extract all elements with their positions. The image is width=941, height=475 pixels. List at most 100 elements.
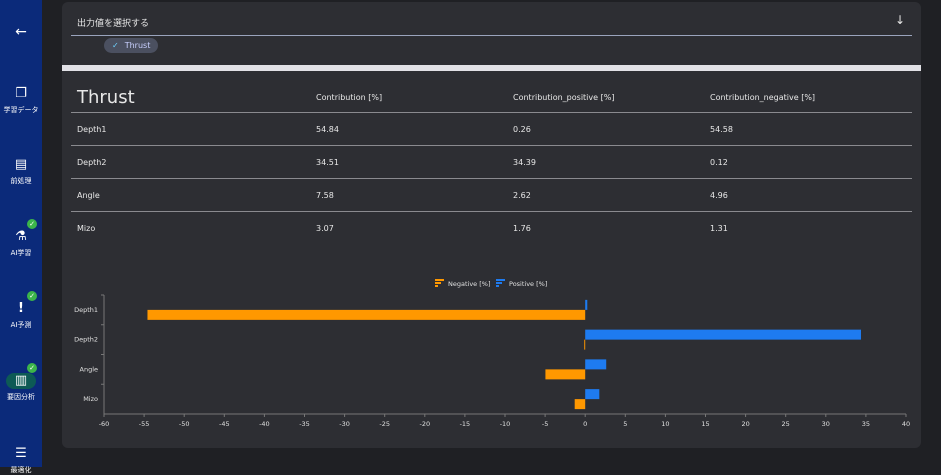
legend-swatch — [496, 279, 505, 281]
sidebar-item-label: 前処理 — [10, 177, 32, 185]
check-badge-icon: ✓ — [27, 363, 37, 373]
output-chip-thrust[interactable]: ✓ Thrust — [104, 38, 159, 53]
table-cell: 0.12 — [704, 145, 912, 179]
back-arrow-icon: ← — [15, 24, 27, 40]
legend-swatch — [435, 279, 444, 281]
x-tick-label: -5 — [542, 420, 548, 428]
table-cell: 1.76 — [513, 223, 531, 233]
sliders-icon: ☰ — [15, 446, 27, 461]
x-tick-label: -40 — [259, 420, 270, 428]
sidebar-item-label: AI学習 — [10, 249, 32, 257]
x-tick-label: 35 — [862, 420, 870, 428]
x-tick-label: 25 — [782, 420, 790, 428]
x-tick-label: -25 — [379, 420, 390, 428]
x-tick-label: -55 — [139, 420, 150, 428]
x-tick-label: -30 — [339, 420, 350, 428]
chip-label: Thrust — [124, 41, 151, 50]
sidebar: ← ❐ 学習データ ▤ 前処理 ✓ ⚗ AI学習 ✓! AI予測 ✓ ▥ 要因分析 ☰ 最適化 — [0, 0, 42, 474]
column-header: Contribution [%] — [310, 82, 507, 113]
analysis-card: 出力値を選択する ↓ ✓ Thrust Thrust Contribution [… — [62, 2, 921, 448]
divider — [71, 35, 912, 36]
table-row: Angle 7.58 2.62 4.96 — [71, 178, 912, 212]
sidebar-item-ai-predict[interactable]: ✓! AI予測 — [0, 291, 42, 330]
legend-swatch — [435, 282, 441, 284]
negative-bar — [545, 369, 586, 380]
y-tick-label: Angle — [80, 365, 99, 373]
positive-bar — [585, 389, 600, 400]
flask-icon: ⚗ — [15, 229, 27, 244]
x-tick-label: 10 — [661, 420, 669, 428]
x-tick-label: 40 — [902, 420, 910, 428]
x-tick-label: -60 — [99, 420, 110, 428]
check-badge-icon: ✓ — [27, 291, 37, 301]
legend-swatch — [496, 285, 499, 287]
sidebar-item-label: 要因分析 — [7, 393, 35, 401]
table-cell: 34.51 — [310, 145, 507, 179]
row-label: Depth2 — [71, 145, 310, 179]
sidebar-item-factor-analysis[interactable]: ✓ ▥ 要因分析 — [0, 363, 42, 402]
x-tick-label: -20 — [419, 420, 430, 428]
contribution-chart: -60 -55 -50 -45 -40 -35 -30 -25 -20 -15 -10 -5 0 5 10 1… — [74, 279, 910, 428]
table-header: Thrust Contribution [%] Contribution_pos… — [71, 82, 912, 113]
check-icon: ✓ — [112, 41, 119, 50]
x-tick-label: 5 — [623, 420, 627, 428]
table-row: Depth1 54.84 0.26 54.58 — [71, 112, 912, 146]
x-tick-label: -45 — [219, 420, 230, 428]
table-cell: 3.07 — [316, 223, 334, 233]
table-cell: 1.31 — [710, 223, 728, 233]
table-cell: 2.62 — [507, 178, 704, 212]
table-cell: 0.26 — [507, 112, 704, 146]
bar-chart-icon: ▥ — [6, 373, 36, 389]
row-label: Depth1 — [71, 112, 310, 146]
x-tick-label: 15 — [701, 420, 709, 428]
column-header: Contribution_negative [%] — [704, 82, 912, 113]
sidebar-item-optimize[interactable]: ☰ 最適化 — [0, 446, 42, 475]
table-cell: 54.84 — [310, 112, 507, 146]
sidebar-item-training-data[interactable]: ❐ 学習データ — [0, 86, 42, 115]
negative-bar — [584, 339, 586, 350]
section-divider — [62, 65, 921, 71]
table-cell: 54.58 — [704, 112, 912, 146]
x-tick-label: 30 — [822, 420, 830, 428]
negative-bar — [574, 399, 586, 410]
legend-swatch — [496, 282, 502, 284]
row-label: Angle — [71, 178, 310, 212]
legend-label: Negative [%] — [448, 280, 491, 288]
negative-bar — [147, 309, 586, 320]
contribution-table: Thrust Contribution [%] Contribution_pos… — [71, 82, 912, 244]
exclamation-icon: ! — [18, 301, 24, 316]
x-tick-label: -50 — [179, 420, 190, 428]
x-tick-label: 0 — [583, 420, 587, 428]
x-tick-label: -35 — [299, 420, 310, 428]
legend-label: Positive [%] — [509, 280, 547, 288]
x-tick-label: -15 — [460, 420, 471, 428]
table-cell: 34.39 — [507, 145, 704, 179]
row-label: Mizo — [77, 223, 96, 233]
back-button[interactable]: ← — [0, 24, 42, 43]
sidebar-item-label: AI予測 — [10, 321, 32, 329]
legend-swatch — [435, 285, 438, 287]
table-row: Depth2 34.51 34.39 0.12 — [71, 145, 912, 179]
table-title: Thrust — [71, 82, 310, 113]
positive-bar — [585, 359, 607, 370]
table-row: Mizo 3.07 1.76 1.31 — [71, 212, 912, 245]
document-icon: ▤ — [14, 157, 28, 172]
files-icon: ❐ — [15, 86, 27, 101]
sidebar-item-label: 最適化 — [10, 466, 32, 474]
sidebar-item-ai-training[interactable]: ✓ ⚗ AI学習 — [0, 219, 42, 258]
table-cell: 4.96 — [704, 178, 912, 212]
sidebar-item-label: 学習データ — [3, 106, 39, 114]
column-header: Contribution_positive [%] — [507, 82, 704, 113]
x-tick-label: -10 — [500, 420, 511, 428]
positive-bar — [585, 329, 862, 340]
download-arrow-icon[interactable]: ↓ — [894, 13, 905, 27]
positive-bar — [585, 299, 588, 310]
y-tick-label: Mizo — [83, 395, 98, 403]
x-tick-label: 20 — [741, 420, 749, 428]
check-badge-icon: ✓ — [27, 219, 37, 229]
y-tick-label: Depth1 — [74, 306, 98, 314]
table-cell: 7.58 — [310, 178, 507, 212]
sidebar-item-preprocess[interactable]: ▤ 前処理 — [0, 157, 42, 186]
output-selector-label: 出力値を選択する — [77, 19, 150, 29]
y-tick-label: Depth2 — [74, 336, 98, 344]
